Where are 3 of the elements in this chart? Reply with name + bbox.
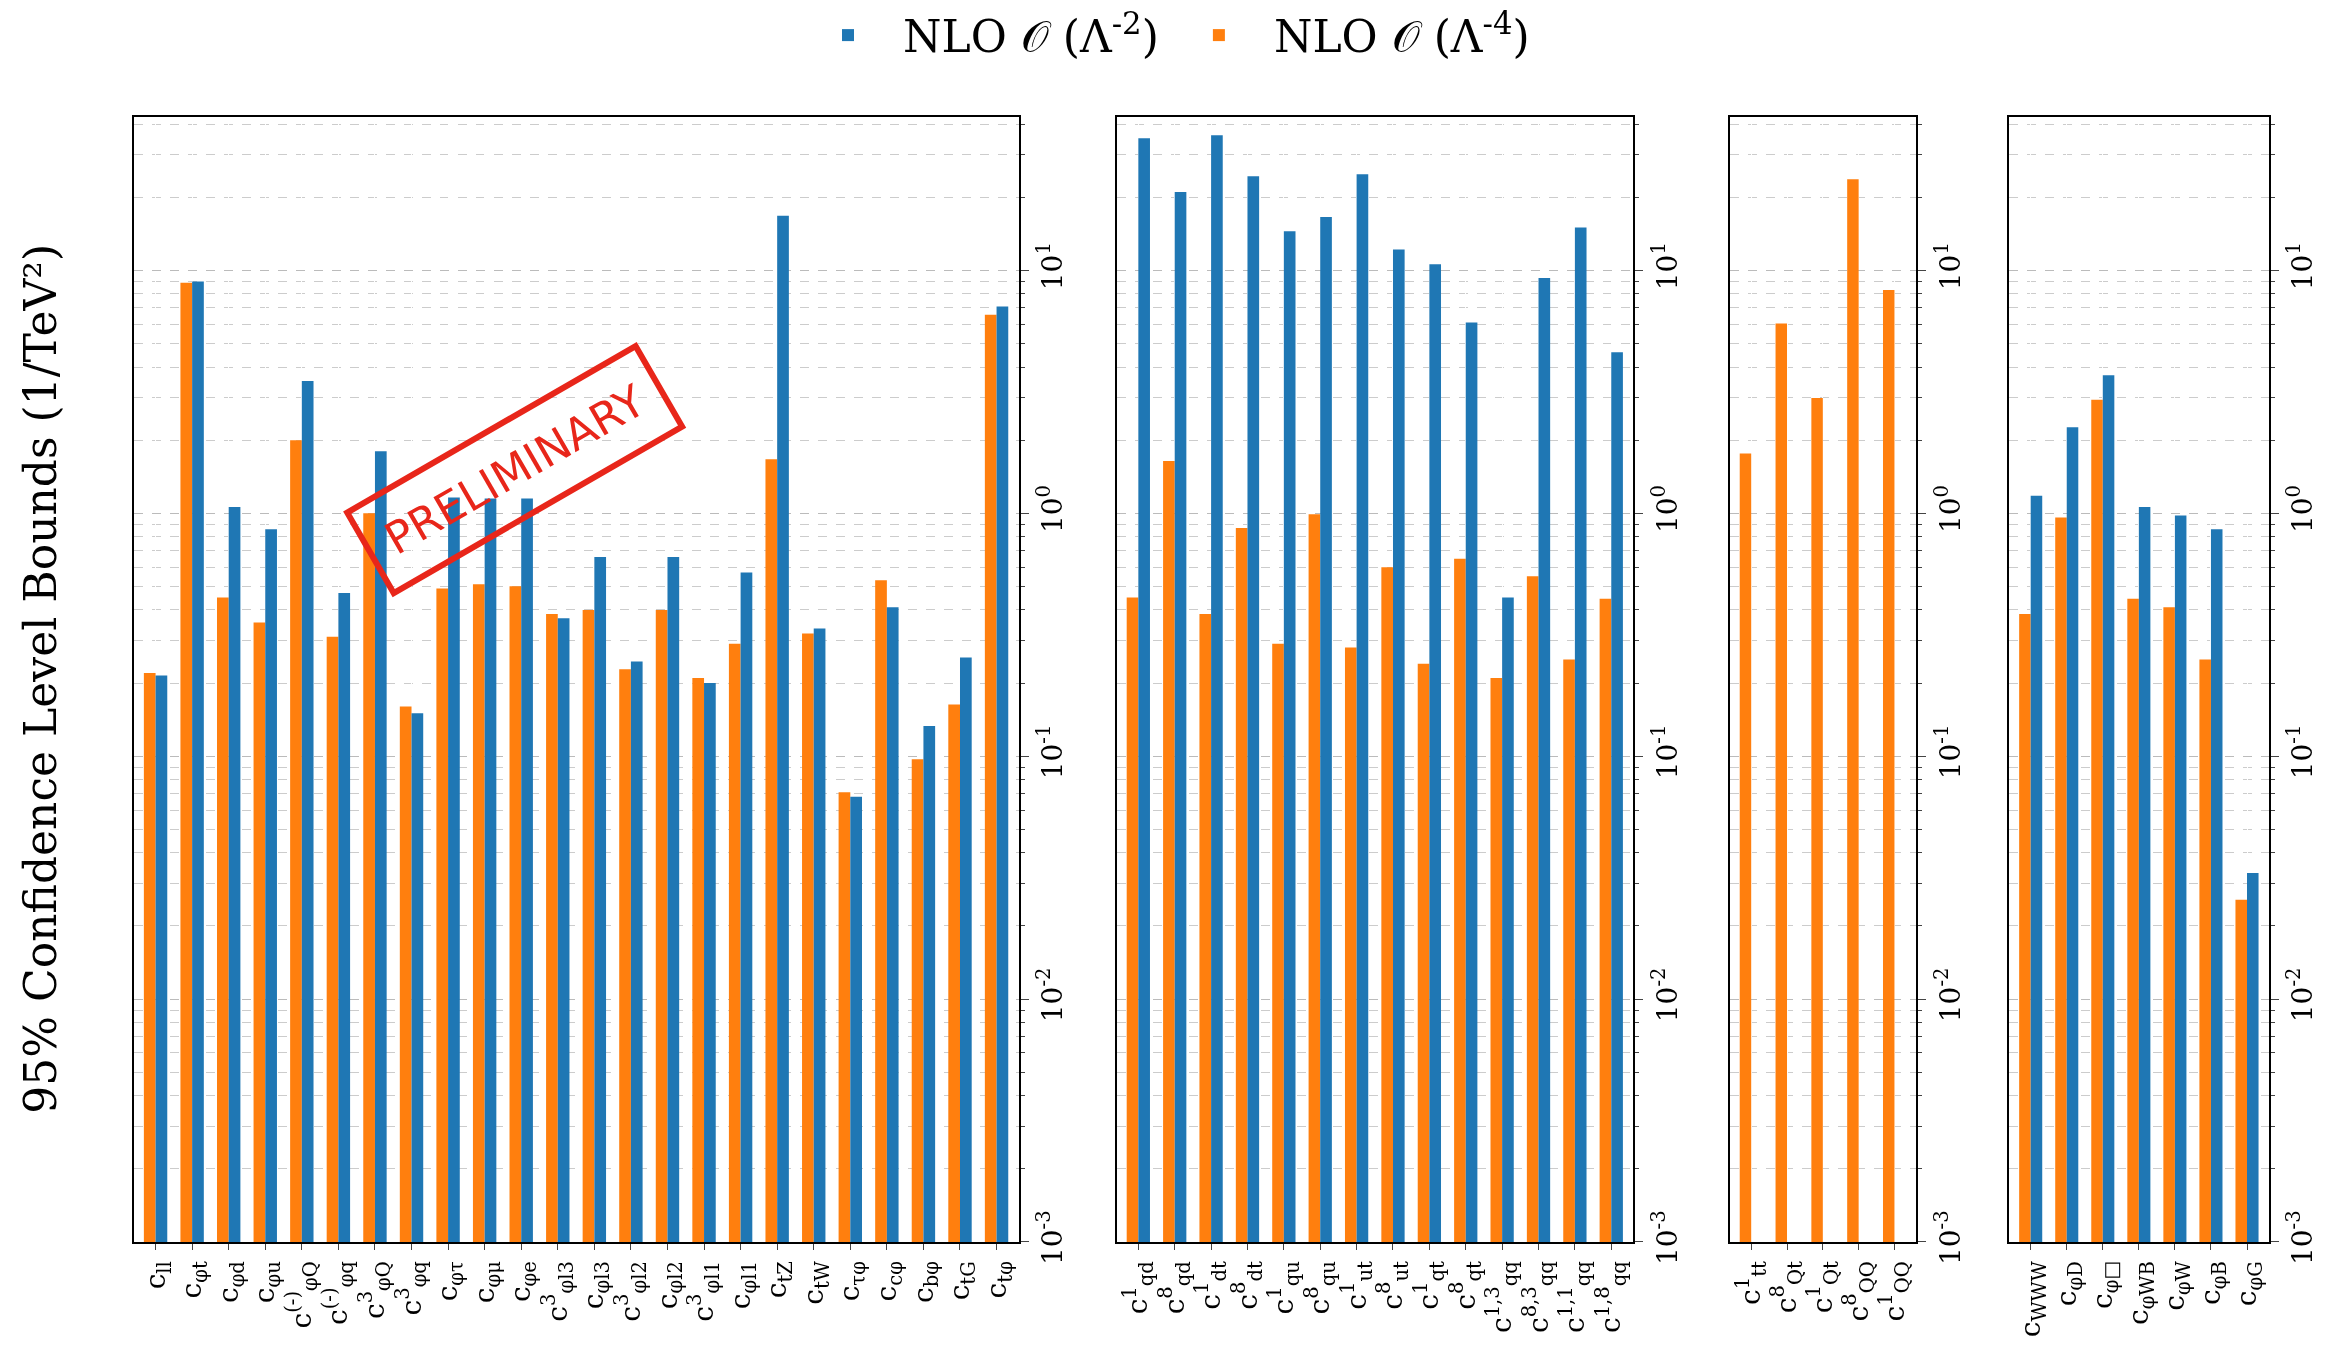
- legend-label: NLO 𝒪 (Λ$^{-2}$): [903, 4, 1159, 63]
- legend-label: NLO 𝒪 (Λ$^{-4}$): [1273, 4, 1530, 63]
- y-axis-title: 95% Confidence Level Bounds (1/TeV²): [15, 243, 67, 1114]
